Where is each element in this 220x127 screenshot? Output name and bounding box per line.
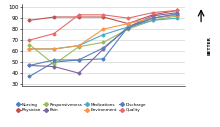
Text: BETTER: BETTER [208, 36, 212, 54]
Legend: Nursing, Physician, Responsiveness, Pain, Medications, Environment, Discharge, Q: Nursing, Physician, Responsiveness, Pain… [14, 101, 148, 114]
